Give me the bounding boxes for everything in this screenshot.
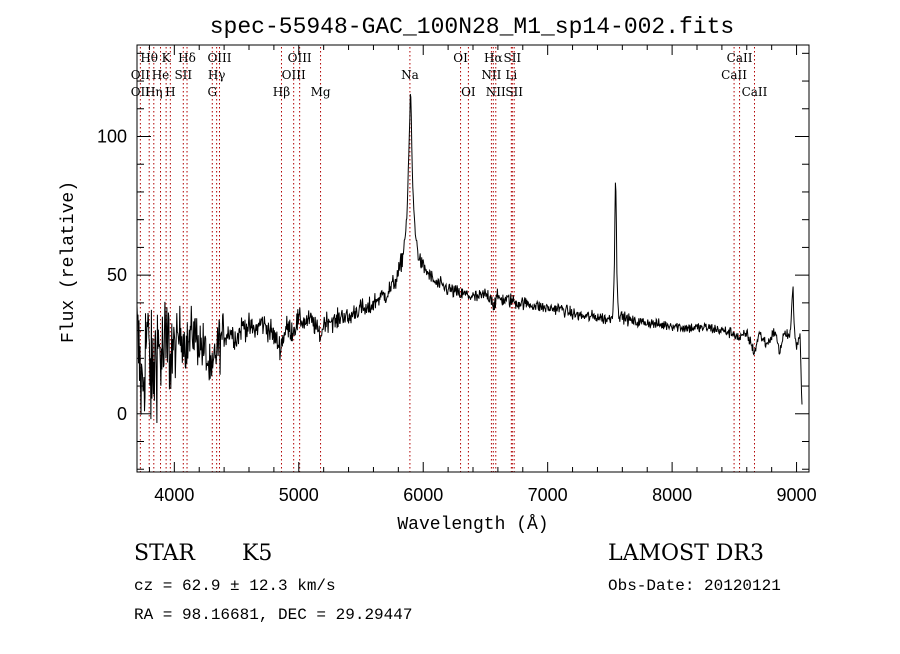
- spectral-line-label: Hβ: [273, 85, 290, 99]
- spectral-line-label: SII: [505, 85, 523, 99]
- x-axis-label: Wavelength (Å): [397, 514, 548, 535]
- class-label: STAR: [134, 541, 196, 566]
- redshift-text: cz = 62.9 ± 12.3 km/s: [134, 577, 336, 595]
- spectral-line-label: CaII: [721, 68, 747, 82]
- x-tick-label: 6000: [403, 485, 443, 505]
- y-tick-label: 100: [97, 127, 127, 147]
- spectral-line-label: OI: [461, 85, 476, 99]
- spectral-line-label: H: [165, 85, 175, 99]
- spectral-line-markers: [139, 47, 755, 472]
- y-axis-label: Flux (relative): [59, 181, 79, 343]
- y-tick-label: 0: [117, 404, 127, 424]
- tick-labels: 4000 5000 6000 7000 8000 9000 0 50 100: [97, 127, 817, 506]
- x-tick-label: 7000: [528, 485, 568, 505]
- spectral-line-label: CaII: [727, 51, 753, 65]
- spectral-line-label: Hδ: [178, 51, 196, 65]
- spectral-line-label: OII: [131, 85, 151, 99]
- x-tick-label: 5000: [279, 485, 319, 505]
- spectral-line-label: SII: [174, 68, 192, 82]
- spectral-line-label: Mg: [311, 85, 331, 99]
- x-tick-label: 8000: [652, 485, 692, 505]
- chart-title: spec-55948-GAC_100N28_M1_sp14-002.fits: [210, 14, 735, 40]
- spectral-line-label: G: [207, 85, 217, 99]
- survey-label: LAMOST DR3: [608, 541, 764, 566]
- spectral-line-label: Hγ: [208, 68, 226, 82]
- spectral-line-label: SII: [503, 51, 521, 65]
- spectral-line-label: Hη: [145, 85, 163, 99]
- x-tick-label: 4000: [154, 485, 194, 505]
- y-tick-label: 50: [107, 265, 127, 285]
- coordinates-text: RA = 98.16681, DEC = 29.29447: [134, 606, 412, 624]
- spectral-line-label: OII: [131, 68, 151, 82]
- series-line-flux: [137, 93, 803, 424]
- spectral-line-label: Na: [401, 68, 419, 82]
- obs-date-text: Obs-Date: 20120121: [608, 577, 781, 595]
- series-group: [137, 93, 803, 424]
- spectral-line-label: OI: [453, 51, 468, 65]
- spectral-line-label: NII: [486, 85, 506, 99]
- spectral-line-label: Hθ: [140, 51, 158, 65]
- plot-frame: [136, 44, 810, 473]
- spectral-line-label: Hα: [484, 51, 503, 65]
- spectral-line-label: K: [162, 51, 172, 65]
- subclass-label: K5: [242, 541, 272, 566]
- spectral-line-label: OIII: [207, 51, 231, 65]
- spectral-line-label: Li: [505, 68, 517, 82]
- spectral-line-label: NII: [481, 68, 501, 82]
- spectral-line-label: CaII: [742, 85, 768, 99]
- spectral-line-label: He: [152, 68, 170, 82]
- spectral-line-label: OIII: [288, 51, 312, 65]
- axes-group: [137, 45, 809, 472]
- spectral-line-label: OIII: [282, 68, 306, 82]
- spectral-line-labels: Hθ OII OII K He Hη Hδ SII H OIII Hγ G OIII OIII Hβ Mg Na…: [131, 51, 768, 99]
- x-tick-label: 9000: [777, 485, 817, 505]
